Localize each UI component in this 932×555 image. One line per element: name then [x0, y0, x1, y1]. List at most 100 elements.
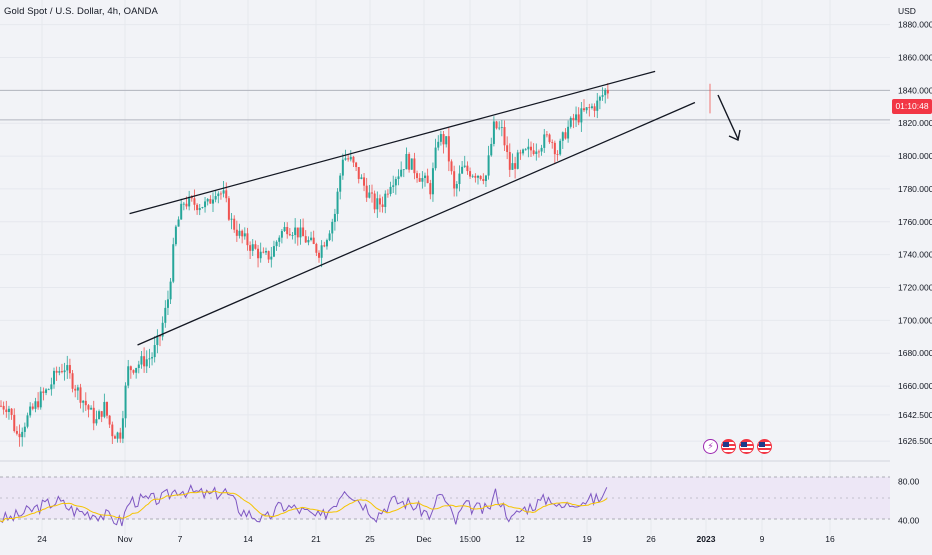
candle-body — [371, 192, 373, 194]
candle-body — [161, 322, 164, 337]
candle-body — [243, 233, 246, 237]
candle-body — [79, 387, 82, 403]
candle-body — [508, 152, 511, 170]
rsi-tick-label: 40.00 — [898, 515, 920, 525]
candle-body — [339, 175, 342, 192]
candle-body — [312, 237, 315, 244]
candle-body — [219, 193, 222, 195]
candle-body — [596, 100, 599, 111]
trendlines[interactable] — [129, 70, 696, 346]
candle-body — [156, 335, 159, 346]
rsi-axis[interactable]: 80.00 40.00 — [898, 476, 920, 525]
candle-body — [580, 108, 583, 123]
candle-body — [315, 243, 318, 253]
us-flag-icon[interactable] — [757, 439, 772, 454]
candle-body — [280, 231, 283, 238]
candle-body — [572, 117, 575, 121]
time-tick-label: 2023 — [697, 534, 716, 544]
candle-body — [527, 146, 530, 150]
candle-body — [498, 127, 501, 129]
candle-body — [74, 388, 77, 391]
candle-body — [182, 203, 185, 205]
flash-icon[interactable]: ⚡ — [703, 439, 718, 454]
candle-body — [87, 405, 90, 410]
candle-body — [378, 198, 381, 205]
candle-body — [174, 226, 177, 245]
candle-body — [514, 163, 517, 169]
candle-body — [522, 149, 525, 154]
candle-body — [363, 177, 366, 186]
price-tick-label: 1626.500 — [898, 436, 932, 446]
candle-body — [164, 307, 167, 323]
candle-body — [439, 134, 442, 142]
candle-body — [257, 248, 260, 259]
candles[interactable] — [0, 82, 711, 447]
candle-body — [524, 149, 527, 151]
candle-body — [259, 251, 262, 259]
candle-body — [357, 167, 360, 179]
candle-body — [537, 151, 540, 153]
time-tick-label: Dec — [416, 534, 432, 544]
candle-body — [265, 251, 267, 253]
candle-body — [299, 227, 302, 238]
candle-body — [577, 114, 580, 123]
wedge-trendline — [129, 70, 656, 215]
price-axis[interactable]: USD 1880.000 1860.000 1840.000 1820.000 1800.… — [898, 6, 932, 446]
us-flag-icon[interactable] — [721, 439, 736, 454]
time-tick-label: 15:00 — [459, 534, 481, 544]
candle-body — [15, 431, 18, 434]
candle-body — [119, 432, 122, 439]
candle-body — [185, 203, 188, 207]
candle-body — [98, 411, 101, 420]
candle-body — [212, 199, 214, 204]
candle-body — [328, 233, 331, 241]
candle-body — [487, 155, 490, 176]
candle-body — [296, 227, 299, 238]
price-tick-label: 1760.000 — [898, 217, 932, 227]
candle-body — [31, 406, 34, 409]
time-tick-label: 14 — [243, 534, 253, 544]
candle-body — [442, 134, 445, 145]
rsi-pane[interactable] — [0, 460, 890, 527]
projection-arrow[interactable] — [717, 94, 741, 141]
rsi-tick-label: 80.00 — [898, 476, 920, 486]
candle-body — [471, 175, 474, 177]
candle-body — [437, 141, 440, 148]
candle-body — [217, 193, 220, 197]
arrow-head — [728, 129, 741, 141]
candle-body — [42, 391, 45, 393]
candle-body — [135, 368, 138, 373]
candle-body — [474, 175, 477, 178]
us-flag-icon[interactable] — [739, 439, 754, 454]
candle-body — [405, 154, 408, 170]
candle-body — [275, 241, 278, 247]
candle-body — [18, 433, 21, 438]
candle-body — [593, 106, 596, 111]
candle-body — [262, 251, 265, 253]
candle-body — [172, 244, 175, 282]
candle-body — [143, 356, 146, 367]
candle-body — [347, 158, 350, 160]
event-icons[interactable]: ⚡ — [703, 439, 772, 457]
candle-body — [450, 161, 453, 172]
price-tick-label: 1660.000 — [898, 381, 932, 391]
candle-body — [604, 89, 607, 96]
candle-body — [500, 127, 503, 128]
candle-body — [246, 233, 249, 246]
candle-body — [540, 147, 543, 152]
candle-body — [90, 407, 93, 410]
candle-body — [140, 356, 143, 365]
time-axis[interactable]: 24 Nov 7 14 21 25 Dec 15:00 12 19 26 2023 9 16 — [37, 534, 835, 544]
candle-body — [307, 239, 310, 243]
current-price-tag[interactable]: 01:10:48 — [892, 99, 932, 114]
candle-body — [408, 154, 411, 170]
candle-body — [447, 136, 450, 162]
candle-body — [84, 400, 87, 406]
candle-body — [445, 136, 448, 145]
candle-body — [365, 185, 368, 198]
candle-body — [463, 165, 466, 167]
candle-body — [360, 177, 363, 179]
candle-body — [333, 213, 336, 222]
